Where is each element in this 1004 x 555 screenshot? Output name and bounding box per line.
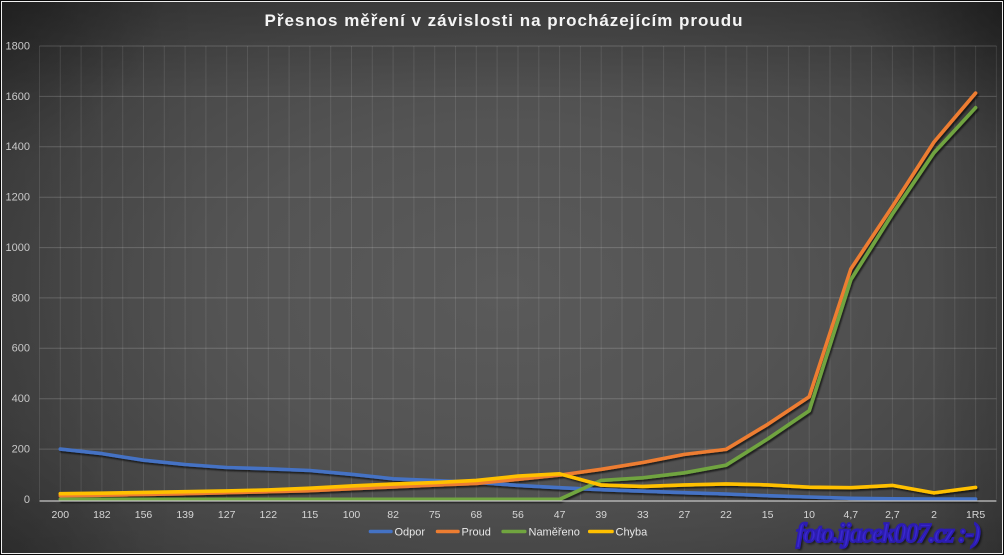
svg-text:100: 100 [343, 509, 361, 521]
svg-text:800: 800 [12, 292, 30, 304]
svg-text:68: 68 [470, 509, 482, 521]
svg-text:22: 22 [720, 509, 732, 521]
svg-text:47: 47 [554, 509, 566, 521]
svg-text:4,7: 4,7 [843, 509, 858, 521]
svg-text:1000: 1000 [6, 242, 30, 254]
svg-text:182: 182 [93, 509, 111, 521]
svg-text:15: 15 [762, 509, 774, 521]
svg-text:1400: 1400 [6, 141, 30, 153]
svg-text:2: 2 [931, 509, 937, 521]
svg-text:400: 400 [12, 393, 30, 405]
svg-text:75: 75 [429, 509, 441, 521]
svg-text:156: 156 [135, 509, 153, 521]
svg-text:82: 82 [387, 509, 399, 521]
svg-text:122: 122 [260, 509, 278, 521]
svg-text:Přesnos měření v závislosti na: Přesnos měření v závislosti na procházej… [265, 11, 744, 30]
svg-text:1200: 1200 [6, 192, 30, 204]
svg-text:600: 600 [12, 343, 30, 355]
svg-text:33: 33 [637, 509, 649, 521]
svg-text:Odpor: Odpor [395, 527, 426, 539]
svg-text:200: 200 [12, 444, 30, 456]
svg-text:139: 139 [176, 509, 194, 521]
svg-text:0: 0 [24, 494, 30, 506]
svg-text:200: 200 [52, 509, 70, 521]
svg-text:56: 56 [512, 509, 524, 521]
svg-text:Proud: Proud [462, 527, 491, 539]
svg-text:1800: 1800 [6, 40, 30, 52]
svg-text:127: 127 [218, 509, 236, 521]
svg-text:1R5: 1R5 [966, 509, 985, 521]
svg-text:39: 39 [595, 509, 607, 521]
svg-text:115: 115 [302, 509, 319, 521]
svg-text:27: 27 [679, 509, 691, 521]
svg-text:10: 10 [803, 509, 815, 521]
svg-text:Naměřeno: Naměřeno [529, 527, 580, 539]
svg-text:2,7: 2,7 [885, 509, 900, 521]
svg-text:1600: 1600 [6, 91, 30, 103]
svg-text:Chyba: Chyba [616, 527, 649, 539]
